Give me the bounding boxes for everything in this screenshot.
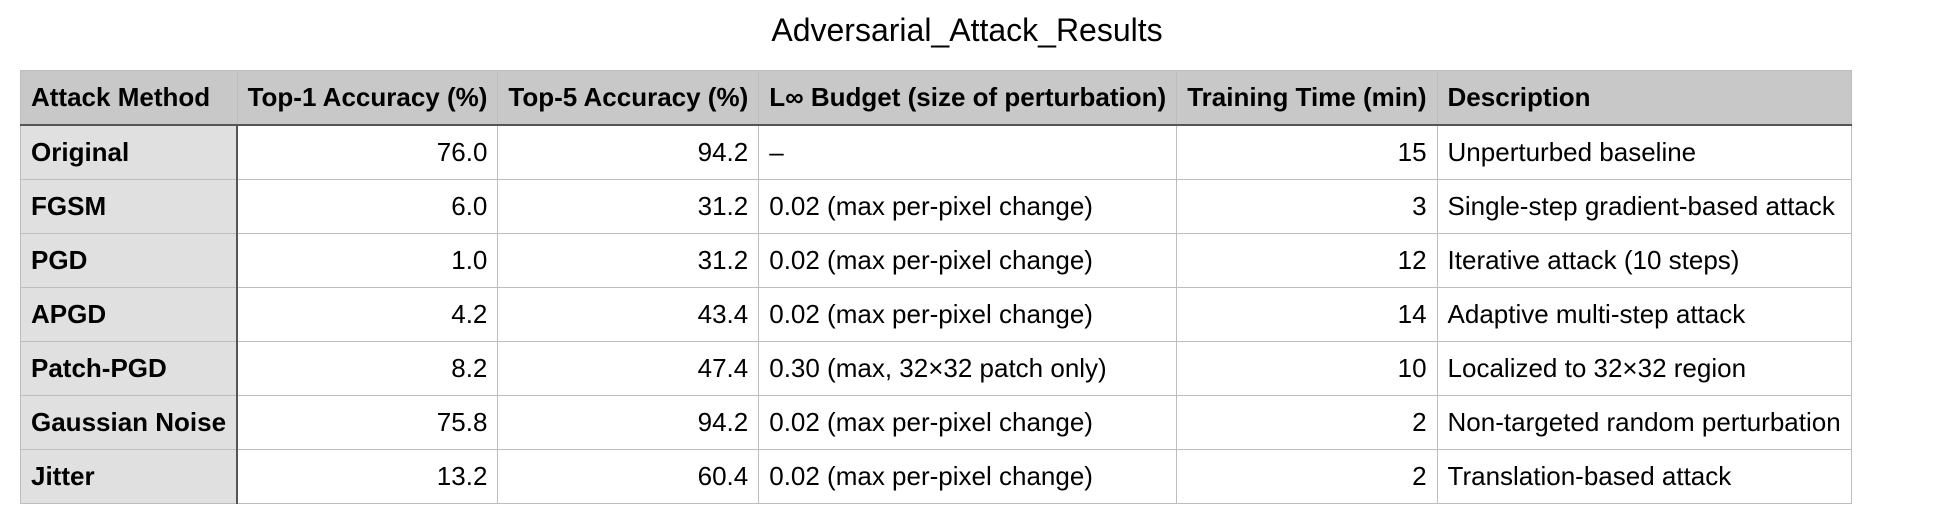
cell-training-time[interactable]: 2 [1176, 449, 1438, 504]
cell-budget[interactable]: – [758, 124, 1178, 180]
cell-top1[interactable]: 76.0 [236, 124, 499, 180]
cell-top5[interactable]: 31.2 [497, 233, 760, 288]
cell-budget[interactable]: 0.02 (max per-pixel change) [758, 179, 1178, 234]
cell-top5[interactable]: 94.2 [497, 395, 760, 450]
cell-top5[interactable]: 60.4 [497, 449, 760, 504]
cell-description[interactable]: Translation-based attack [1436, 449, 1852, 504]
table-row: Jitter 13.2 60.4 0.02 (max per-pixel cha… [20, 449, 1852, 504]
cell-budget[interactable]: 0.02 (max per-pixel change) [758, 287, 1178, 342]
cell-top1[interactable]: 6.0 [236, 179, 499, 234]
cell-training-time[interactable]: 10 [1176, 341, 1438, 396]
cell-description[interactable]: Adaptive multi-step attack [1436, 287, 1852, 342]
cell-training-time[interactable]: 12 [1176, 233, 1438, 288]
cell-budget[interactable]: 0.02 (max per-pixel change) [758, 233, 1178, 288]
table-row: Patch-PGD 8.2 47.4 0.30 (max, 32×32 patc… [20, 341, 1852, 396]
row-label[interactable]: APGD [20, 287, 239, 342]
header-linf-budget[interactable]: L∞ Budget (size of perturbation) [758, 70, 1178, 126]
cell-budget[interactable]: 0.02 (max per-pixel change) [758, 449, 1178, 504]
cell-training-time[interactable]: 14 [1176, 287, 1438, 342]
cell-training-time[interactable]: 15 [1176, 124, 1438, 180]
row-label[interactable]: PGD [20, 233, 239, 288]
table-row: Gaussian Noise 75.8 94.2 0.02 (max per-p… [20, 395, 1852, 450]
header-attack-method[interactable]: Attack Method [20, 70, 238, 126]
header-description[interactable]: Description [1436, 70, 1852, 126]
cell-top1[interactable]: 4.2 [236, 287, 499, 342]
cell-top1[interactable]: 75.8 [236, 395, 499, 450]
cell-training-time[interactable]: 3 [1176, 179, 1438, 234]
header-training-time[interactable]: Training Time (min) [1176, 70, 1438, 126]
cell-description[interactable]: Unperturbed baseline [1436, 124, 1852, 180]
table-title: Adversarial_Attack_Results [771, 12, 1163, 48]
header-top1-accuracy[interactable]: Top-1 Accuracy (%) [236, 70, 499, 126]
results-table: Attack Method Top-1 Accuracy (%) Top-5 A… [20, 70, 1852, 504]
cell-top5[interactable]: 94.2 [497, 124, 760, 180]
cell-training-time[interactable]: 2 [1176, 395, 1438, 450]
cell-top5[interactable]: 43.4 [497, 287, 760, 342]
table-row: APGD 4.2 43.4 0.02 (max per-pixel change… [20, 287, 1852, 342]
cell-budget[interactable]: 0.02 (max per-pixel change) [758, 395, 1178, 450]
cell-top5[interactable]: 47.4 [497, 341, 760, 396]
row-label[interactable]: Jitter [20, 449, 239, 504]
table-row: PGD 1.0 31.2 0.02 (max per-pixel change)… [20, 233, 1852, 288]
cell-top1[interactable]: 13.2 [236, 449, 499, 504]
table-row: Original 76.0 94.2 – 15 Unperturbed base… [20, 124, 1852, 180]
header-top5-accuracy[interactable]: Top-5 Accuracy (%) [497, 70, 760, 126]
header-row: Attack Method Top-1 Accuracy (%) Top-5 A… [20, 70, 1852, 126]
cell-top5[interactable]: 31.2 [497, 179, 760, 234]
cell-top1[interactable]: 1.0 [236, 233, 499, 288]
row-label[interactable]: Gaussian Noise [20, 395, 239, 450]
row-label[interactable]: Patch-PGD [20, 341, 239, 396]
row-label[interactable]: FGSM [20, 179, 239, 234]
row-label[interactable]: Original [20, 124, 239, 180]
cell-description[interactable]: Non-targeted random perturbation [1436, 395, 1852, 450]
cell-description[interactable]: Iterative attack (10 steps) [1436, 233, 1852, 288]
cell-budget[interactable]: 0.30 (max, 32×32 patch only) [758, 341, 1178, 396]
table-row: FGSM 6.0 31.2 0.02 (max per-pixel change… [20, 179, 1852, 234]
cell-top1[interactable]: 8.2 [236, 341, 499, 396]
cell-description[interactable]: Single-step gradient-based attack [1436, 179, 1852, 234]
cell-description[interactable]: Localized to 32×32 region [1436, 341, 1852, 396]
